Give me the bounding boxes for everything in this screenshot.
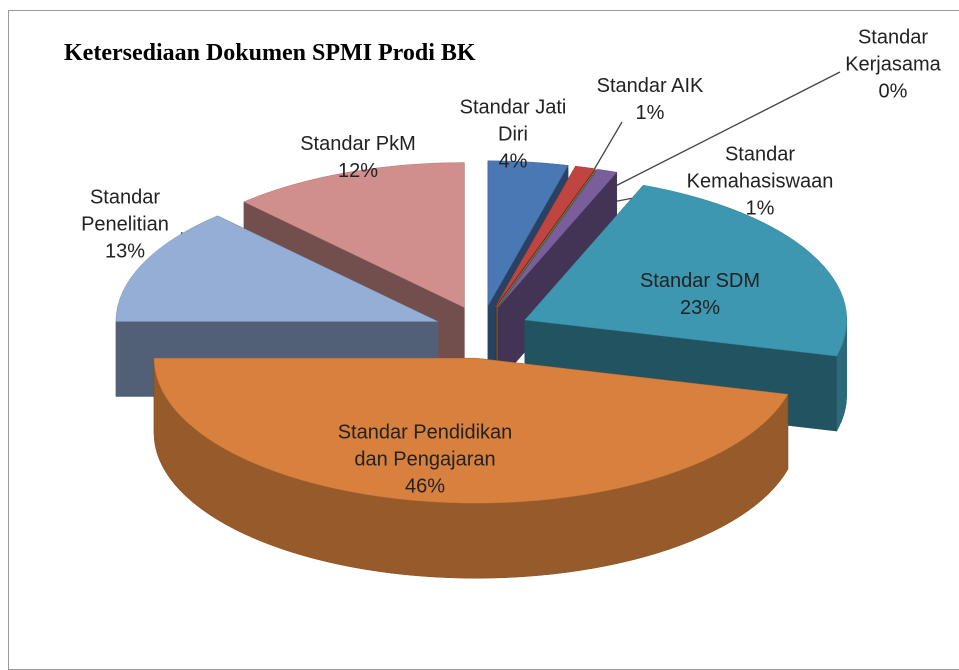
category-label: Standar Kerjasama [845, 26, 941, 76]
value-label: 46% [404, 475, 446, 498]
value-label: 23% [679, 297, 721, 319]
data-label: Standar PkM 12% [278, 131, 438, 185]
slice [524, 184, 848, 357]
value-label: 1% [745, 197, 775, 220]
value-label: 12% [337, 160, 379, 182]
slice [487, 160, 569, 307]
data-label: Standar Penelitian 13% [70, 185, 180, 266]
category-label: Standar Pendidikan dan Pengajaran [337, 421, 513, 471]
category-label: Standar SDM [639, 270, 761, 292]
slice [243, 162, 465, 308]
chart-title: Ketersediaan Dokumen SPMI Prodi BK [64, 40, 476, 66]
slice [153, 357, 789, 504]
page: Ketersediaan Dokumen SPMI Prodi BK (() =… [8, 10, 959, 670]
slice [496, 168, 597, 308]
value-label: 0% [878, 80, 908, 103]
value-label: 13% [104, 240, 146, 263]
data-label: Standar SDM 23% [620, 268, 780, 322]
leader-line [587, 71, 841, 201]
slice [498, 169, 618, 308]
chart [115, 71, 848, 579]
slice [115, 215, 439, 322]
value-label: 4% [498, 150, 528, 173]
category-label: Standar AIK [596, 75, 704, 97]
pie [115, 160, 848, 579]
category-label: Standar PkM [300, 133, 416, 155]
slice [495, 165, 596, 307]
data-label: Standar AIK 1% [585, 73, 715, 127]
data-label: Standar Jati Diri 4% [453, 95, 573, 176]
category-label: Standar Penelitian [81, 186, 169, 236]
data-label: Standar Kerjasama 0% [838, 25, 948, 106]
category-label: Standar Jati Diri [459, 96, 567, 146]
data-label: Standar Pendidikan dan Pengajaran 46% [330, 420, 520, 501]
value-label: 1% [635, 102, 665, 124]
category-label: Standar Kemahasiswaan [686, 143, 834, 193]
data-label: Standar Kemahasiswaan 1% [680, 142, 840, 223]
